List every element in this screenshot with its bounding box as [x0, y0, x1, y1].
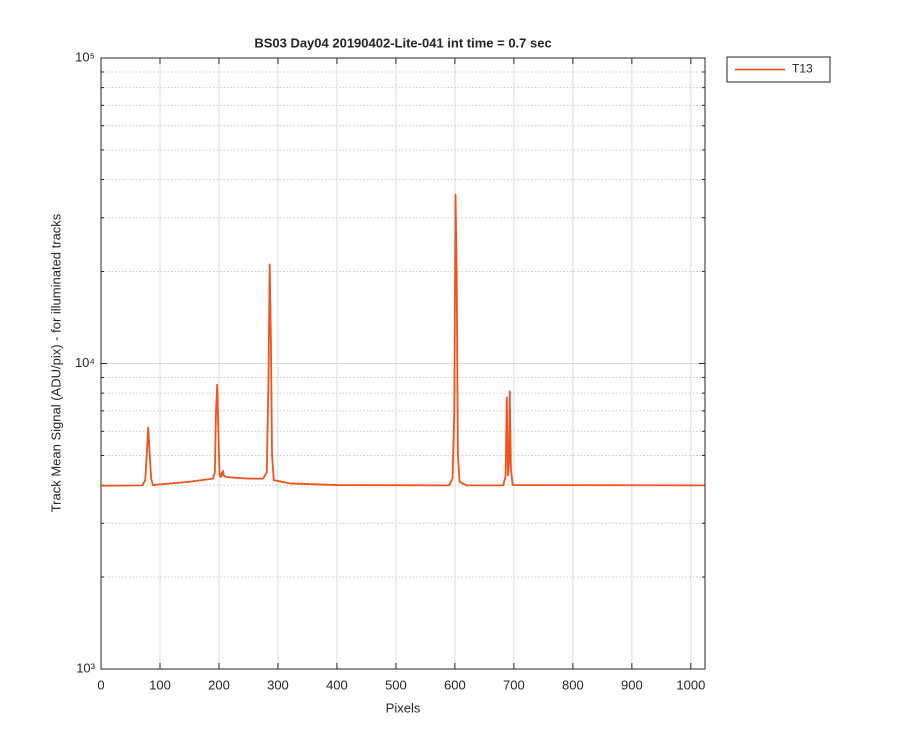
- legend-label: T13: [792, 62, 813, 76]
- x-tick-label: 700: [503, 677, 525, 692]
- x-axis-label: Pixels: [386, 700, 421, 715]
- x-tick-label: 600: [444, 677, 466, 692]
- x-tick-label: 500: [385, 677, 407, 692]
- data-line: [100, 193, 705, 487]
- x-tick-label: 0: [97, 677, 104, 692]
- x-tick-label: 300: [267, 677, 289, 692]
- x-tick-label: 900: [621, 677, 643, 692]
- y-tick-label: 10³: [76, 660, 95, 675]
- x-tick-label: 200: [208, 677, 230, 692]
- x-tick-label: 100: [149, 677, 171, 692]
- chart-title: BS03 Day04 20190402-Lite-041 int time = …: [254, 35, 551, 50]
- y-tick-label: 10⁴: [75, 355, 95, 370]
- x-tick-label: 800: [562, 677, 584, 692]
- y-axis-label: Track Mean Signal (ADU/pix) - for illumi…: [48, 213, 63, 512]
- x-tick-label: 1000: [676, 677, 705, 692]
- x-tick-label: 400: [326, 677, 348, 692]
- y-tick-label: 10⁵: [75, 49, 95, 64]
- plot-frame: [100, 57, 706, 670]
